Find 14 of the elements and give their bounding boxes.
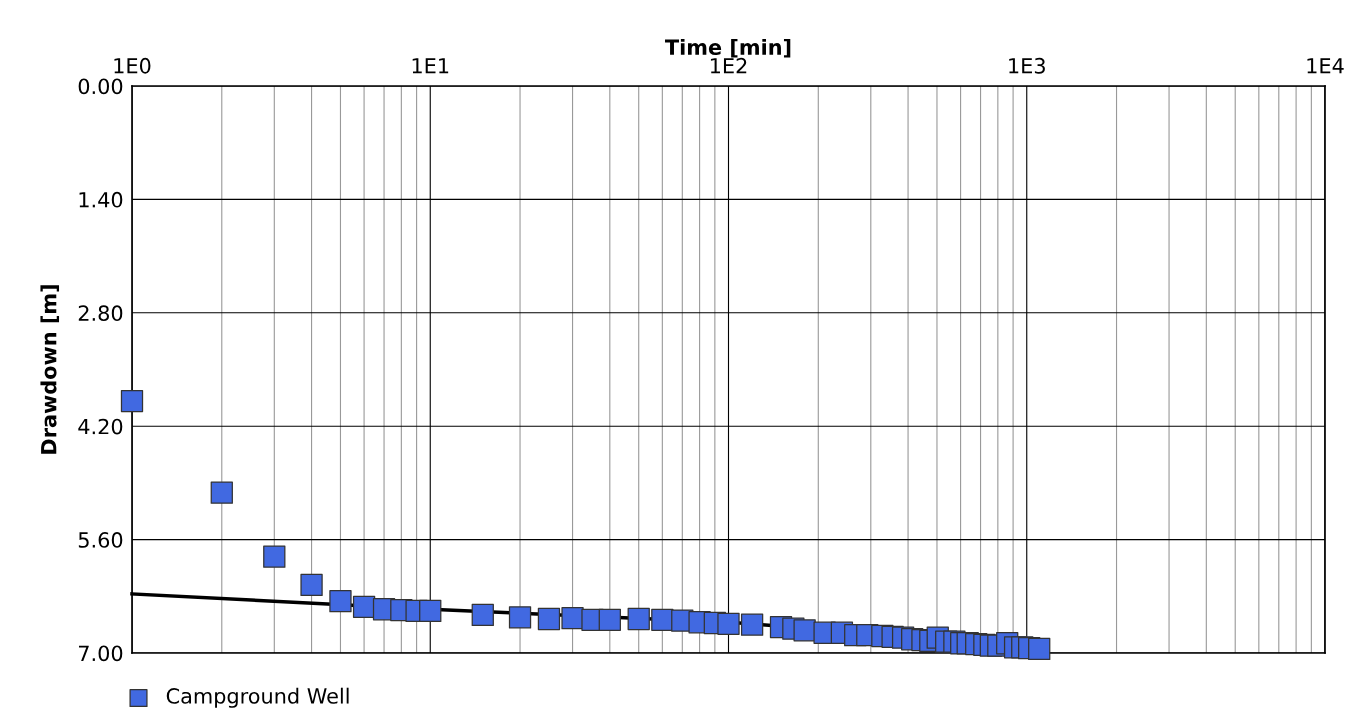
y-axis-title: Drawdown [m] <box>40 285 60 454</box>
x-tick-label: 1E2 <box>710 57 747 74</box>
x-tick-label: 1E1 <box>412 58 449 74</box>
x-tick-label: 1E0 <box>114 57 151 74</box>
y-tick-label: 5.60 <box>78 532 123 548</box>
x-tick-label: 1E3 <box>1009 57 1045 74</box>
y-tick-label: 0.00 <box>78 78 123 95</box>
y-tick-label: 4.20 <box>78 418 123 435</box>
x-axis-title: Time [min] <box>665 38 791 58</box>
x-tick-label: 1E4 <box>1307 58 1344 74</box>
y-tick-label: 2.80 <box>78 305 123 322</box>
legend-label: Campground Well <box>166 687 349 708</box>
y-tick-label: 7.00 <box>78 645 123 662</box>
y-tick-label: 1.40 <box>79 191 123 208</box>
